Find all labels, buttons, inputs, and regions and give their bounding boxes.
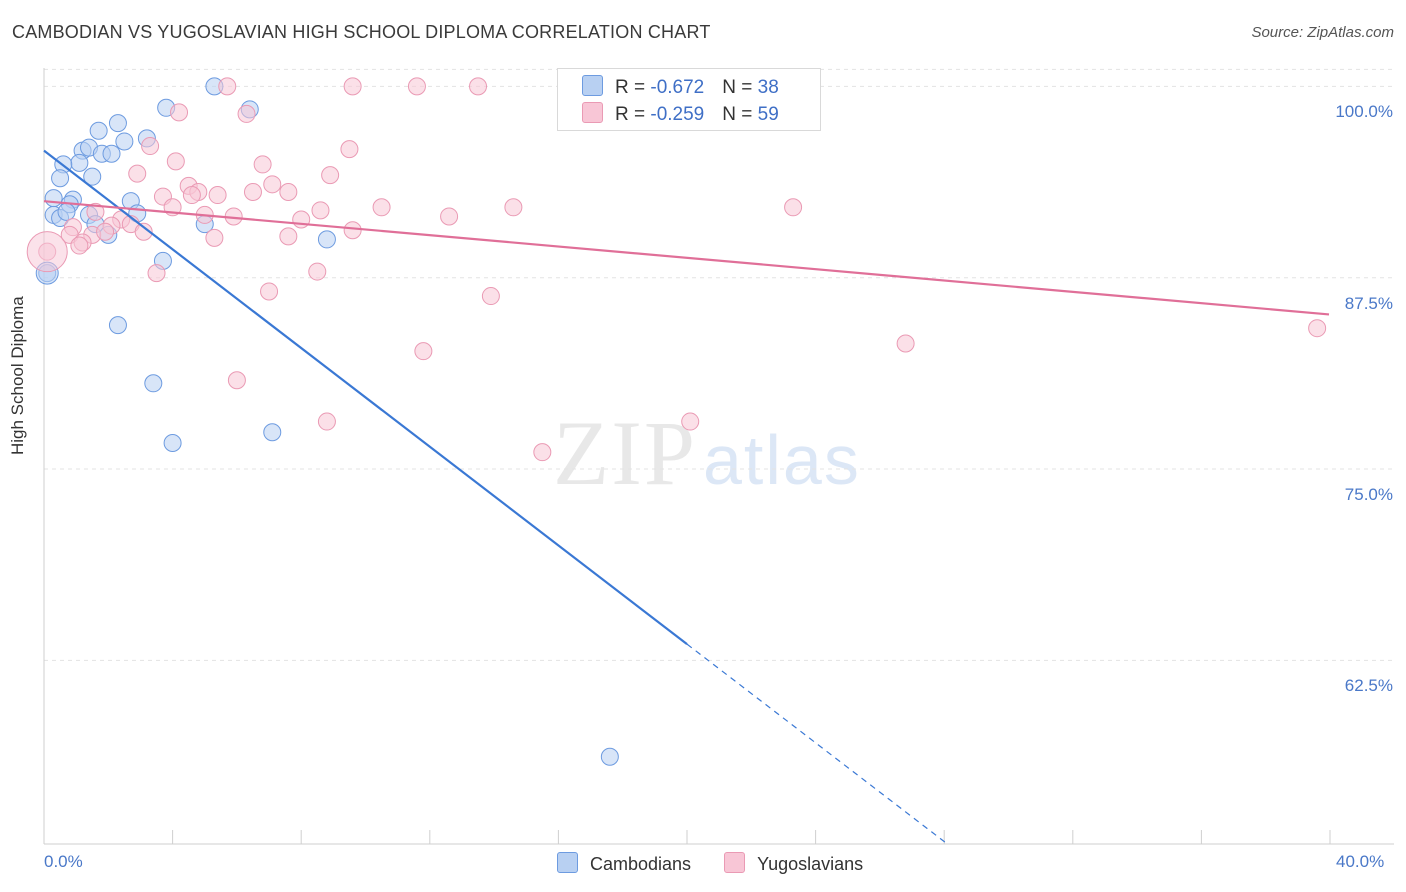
cambodians-point <box>600 747 619 766</box>
yugoslavians-point <box>1308 319 1327 338</box>
yugoslavians-point <box>784 198 803 217</box>
legend-n-value: 59 <box>757 104 779 125</box>
legend-r-label: R = <box>615 104 651 125</box>
cambodians-points <box>35 77 619 766</box>
cambodians-point <box>263 423 282 442</box>
yugoslavians-point <box>166 152 185 171</box>
yugoslavians-point <box>134 222 153 241</box>
legend-r-label: R = <box>615 77 651 98</box>
legend-row-cambodians: R = -0.672 N = 38 <box>582 75 779 99</box>
legend-row-yugoslavians: R = -0.259 N = 59 <box>582 102 779 126</box>
yugoslavians-point <box>279 227 298 246</box>
cambodians-swatch <box>582 75 603 96</box>
yugoslavians-point <box>317 412 336 431</box>
yugoslavians-point <box>86 202 105 221</box>
yugoslavians-point <box>170 103 189 122</box>
yugoslavians-point <box>533 443 552 462</box>
yugoslavians-point <box>292 210 311 229</box>
yugoslavians-point <box>311 201 330 220</box>
yugoslavians-point <box>279 182 298 201</box>
grid-lines <box>44 68 1394 661</box>
legend-n-label: N = <box>722 104 758 125</box>
series-legend: Cambodians Yugoslavians <box>557 852 891 875</box>
yugoslavians-points <box>26 77 1327 462</box>
cambodians-point <box>57 202 76 221</box>
yugoslavians-point <box>182 186 201 205</box>
correlation-legend: R = -0.672 N = 38 R = -0.259 N = 59 <box>557 68 821 131</box>
cambodians-point <box>51 169 70 188</box>
cambodians-point <box>163 433 182 452</box>
yugoslavians-point <box>147 264 166 283</box>
yugoslavians-point <box>372 198 391 217</box>
legend-cambodians-label: Cambodians <box>590 854 692 874</box>
legend-n-value: 38 <box>757 77 779 98</box>
watermark: ZIPatlas <box>553 400 861 506</box>
yugoslavians-swatch <box>724 852 746 873</box>
yugoslavians-point-large <box>26 231 68 273</box>
yugoslavians-point <box>308 262 327 281</box>
legend-item-cambodians: Cambodians <box>557 852 691 875</box>
axes <box>43 68 1394 845</box>
yugoslavians-point <box>70 236 89 255</box>
yugoslavians-point <box>260 282 279 301</box>
legend-yugoslavians-label: Yugoslavians <box>757 854 864 874</box>
x-tick-label-max: 40.0% <box>1336 852 1385 871</box>
yugoslavians-point <box>227 371 246 390</box>
yugoslavians-point <box>96 222 115 241</box>
yugoslavians-point <box>205 228 224 247</box>
yugoslavians-point <box>128 164 147 183</box>
watermark-zip: ZIP <box>553 402 697 504</box>
cambodians-point <box>70 153 89 172</box>
x-tick-label-min: 0.0% <box>44 852 83 871</box>
cambodians-point <box>44 189 63 208</box>
yugoslavians-point <box>481 287 500 306</box>
yugoslavians-point <box>208 186 227 205</box>
cambodians-point <box>317 230 336 249</box>
yugoslavians-point <box>896 334 915 353</box>
source-label: Source: ZipAtlas.com <box>1251 24 1394 41</box>
trend-lines <box>43 149 1330 845</box>
cambodians-point <box>108 316 127 335</box>
legend-r-value: -0.672 <box>650 77 705 98</box>
yugoslavians-point <box>407 77 426 96</box>
chart-title: CAMBODIAN VS YUGOSLAVIAN HIGH SCHOOL DIP… <box>12 22 711 42</box>
yugoslavians-point <box>243 182 262 201</box>
cambodians-point <box>144 374 163 393</box>
yugoslavians-point <box>218 77 237 96</box>
yugoslavians-point <box>414 342 433 361</box>
legend-n-label: N = <box>722 77 758 98</box>
yugoslavians-point <box>141 137 160 156</box>
y-tick-label: 75.0% <box>1344 485 1393 504</box>
legend-item-yugoslavians: Yugoslavians <box>724 852 863 875</box>
yugoslavians-point <box>504 198 523 217</box>
y-axis-label: High School Diploma <box>8 296 27 455</box>
legend-r-value: -0.259 <box>650 104 705 125</box>
cambodians-swatch <box>557 852 578 873</box>
cambodians-point <box>102 144 121 163</box>
yugoslavians-trend-line <box>43 200 1330 316</box>
y-tick-label: 100.0% <box>1335 102 1393 122</box>
yugoslavians-point <box>440 207 459 226</box>
cambodians-point <box>83 167 102 186</box>
yugoslavians-point <box>343 77 362 96</box>
cambodians-point <box>89 121 108 140</box>
yugoslavians-point <box>263 175 282 194</box>
cambodians-trend-extension <box>686 643 948 845</box>
y-tick-label: 87.5% <box>1344 293 1393 313</box>
yugoslavians-swatch <box>582 102 603 123</box>
yugoslavians-point <box>237 104 256 123</box>
yugoslavians-point <box>469 77 488 96</box>
yugoslavians-point <box>321 166 340 185</box>
yugoslavians-point <box>343 221 362 240</box>
yugoslavians-point <box>253 155 272 174</box>
yugoslavians-point <box>340 140 359 159</box>
watermark-atlas: atlas <box>703 421 861 499</box>
cambodians-point <box>115 132 134 151</box>
y-tick-label: 62.5% <box>1344 676 1393 696</box>
cambodians-trend-line <box>43 149 688 646</box>
yugoslavians-point <box>681 412 700 431</box>
cambodians-point <box>108 114 127 133</box>
